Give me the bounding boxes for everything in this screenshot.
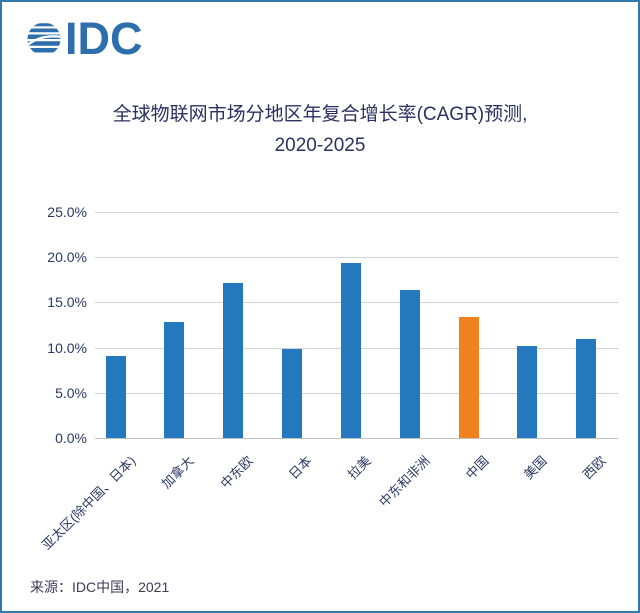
source-note: 来源：IDC中国，2021 [30, 579, 170, 595]
chart-title: 全球物联网市场分地区年复合增长率(CAGR)预测, 2020-2025 [2, 99, 638, 161]
bar-9 [576, 338, 597, 438]
x-axis-label-text: 美国 [521, 453, 551, 483]
y-axis-label: 0.0% [55, 430, 87, 446]
bar-2 [164, 322, 185, 438]
x-axis-label-text: 中东欧 [217, 453, 256, 492]
x-axis-label-text: 西欧 [580, 453, 610, 483]
y-axis-label: 15.0% [47, 294, 87, 311]
bar-1 [105, 355, 126, 438]
x-axis-label-text: 中东和非洲 [375, 453, 433, 510]
bar-4 [282, 349, 303, 438]
x-axis-label-text: 中国 [462, 453, 492, 483]
bar-6 [399, 289, 420, 438]
gridline [95, 212, 618, 213]
idc-logo: IDC [26, 16, 143, 61]
bar-8 [517, 345, 538, 438]
y-axis-label: 5.0% [55, 384, 87, 401]
gridline [95, 257, 618, 259]
y-axis-label: 25.0% [47, 204, 87, 220]
bar-7 [458, 316, 479, 438]
chart-title-line1: 全球物联网市场分地区年复合增长率(CAGR)预测, [112, 104, 528, 125]
y-axis-label: 20.0% [47, 249, 87, 266]
x-axis-label-text: 亚太区(除中国、日本) [38, 453, 139, 553]
idc-globe-icon [27, 22, 61, 52]
x-axis-label-text: 拉美 [344, 453, 374, 483]
bar-3 [223, 283, 244, 438]
y-axis-label: 10.0% [47, 339, 87, 356]
bar-5 [340, 262, 361, 438]
x-axis-label-text: 加拿大 [158, 453, 198, 492]
idc-logo-text: IDC [65, 13, 143, 64]
chart-title-line2: 2020-2025 [274, 135, 366, 156]
x-axis-label-text: 日本 [285, 453, 315, 483]
gridline [95, 438, 618, 439]
